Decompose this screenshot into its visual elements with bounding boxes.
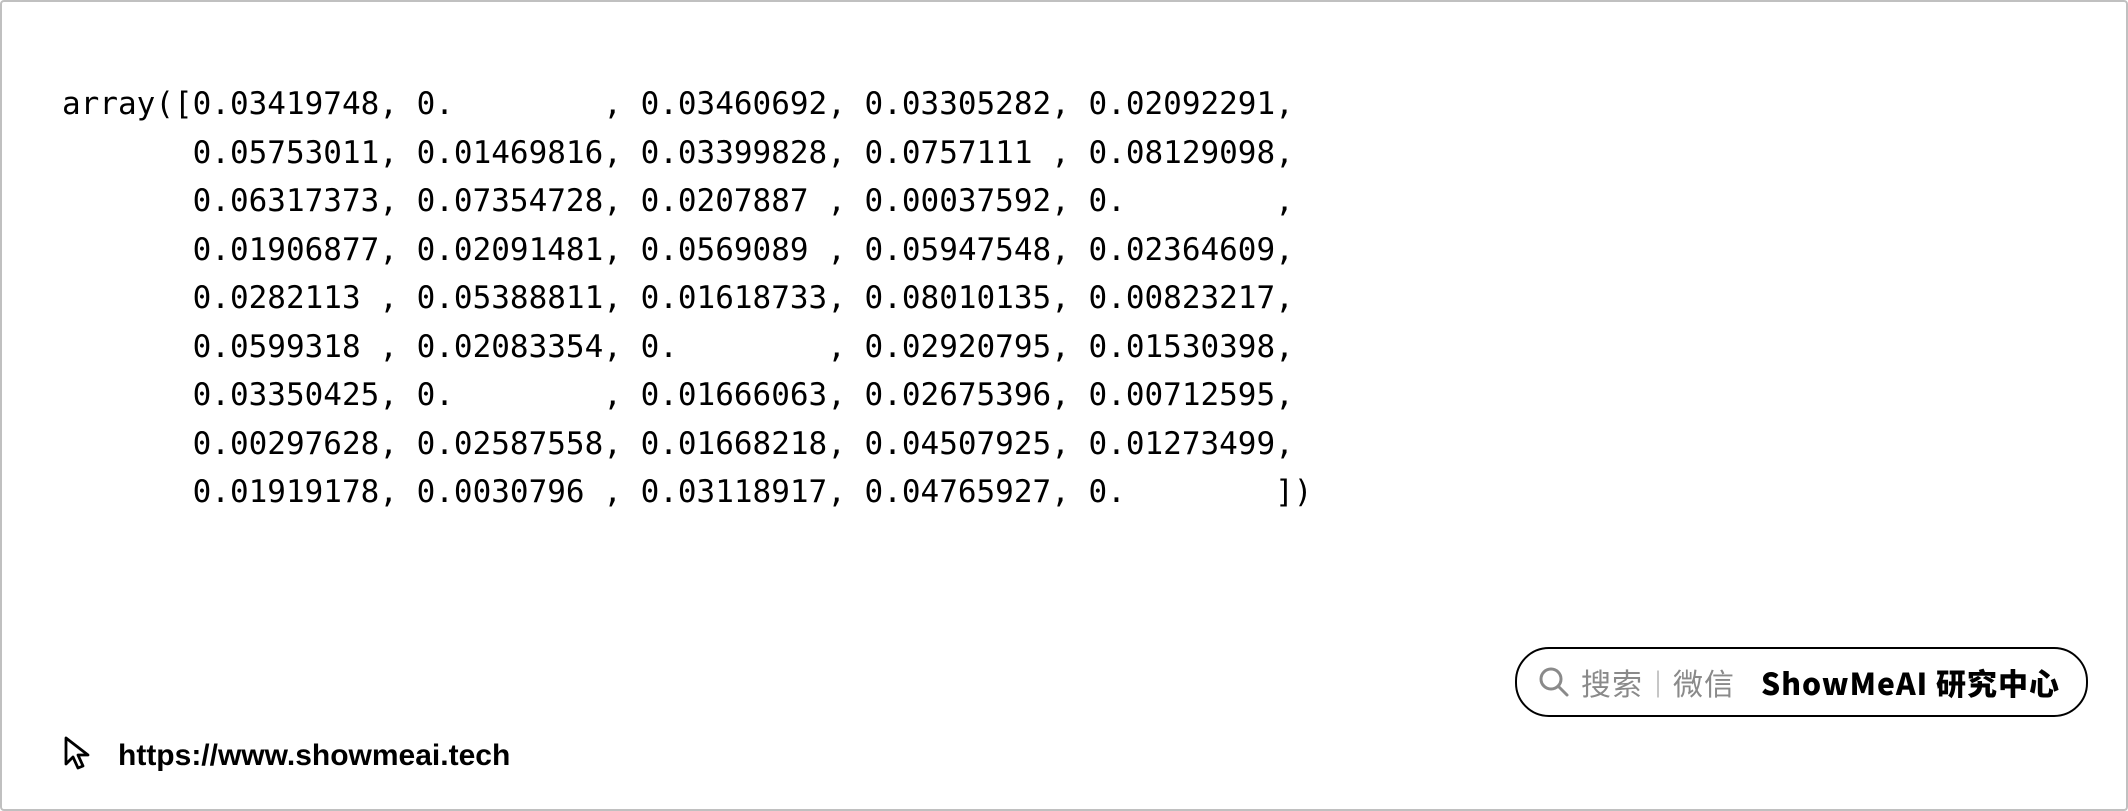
footer-url[interactable]: https://www.showmeai.tech [118,739,510,773]
search-icon [1537,665,1571,699]
cursor-icon [58,732,100,779]
content-frame: array([0.03419748, 0. , 0.03460692, 0.03… [0,0,2128,811]
search-label: 搜索 [1581,660,1643,704]
weixin-label: 微信 [1673,660,1735,704]
search-pill[interactable]: 搜索 | 微信 ShowMeAI 研究中心 [1515,647,2088,717]
brand-label: ShowMeAI 研究中心 [1761,660,2060,704]
numpy-array-output: array([0.03419748, 0. , 0.03460692, 0.03… [62,80,1312,517]
separator: | [1655,665,1661,699]
code-text: array([0.03419748, 0. , 0.03460692, 0.03… [62,86,1312,510]
footer: https://www.showmeai.tech [58,732,510,779]
